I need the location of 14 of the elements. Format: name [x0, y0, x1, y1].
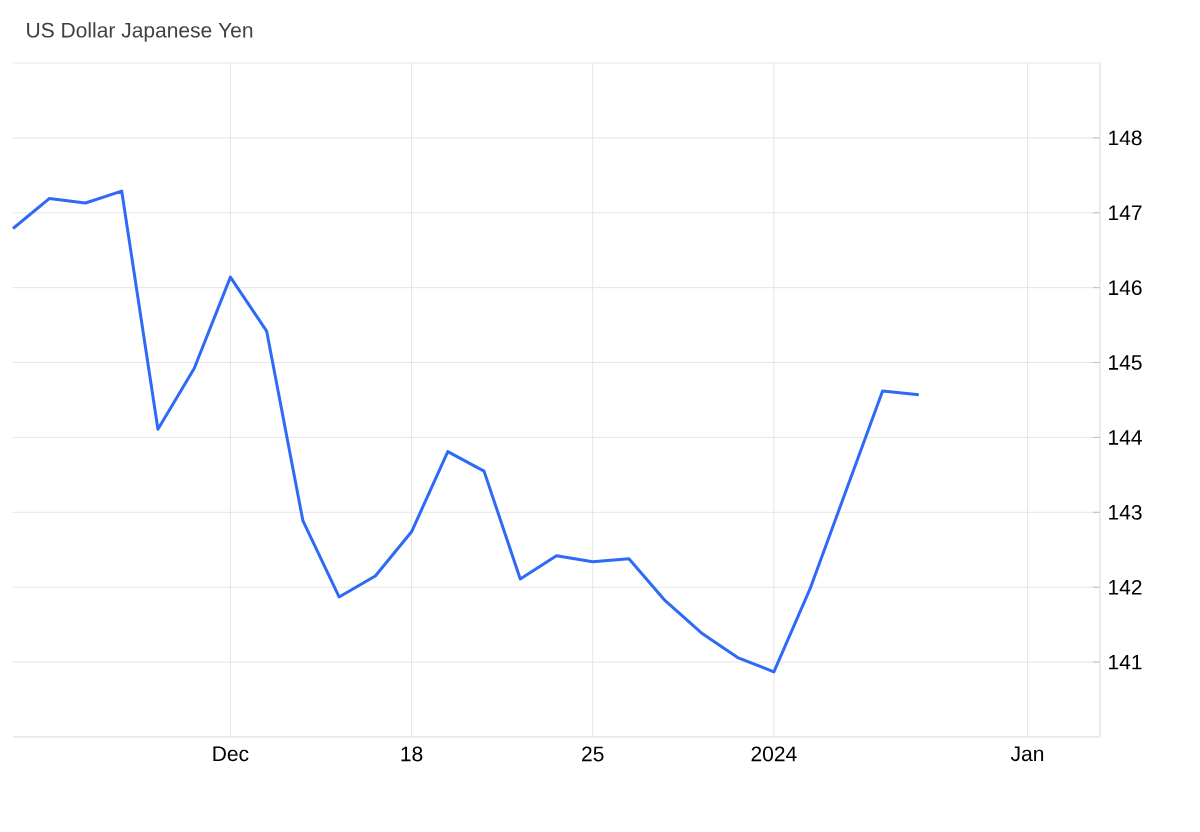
y-tick-label: 146 — [1109, 280, 1142, 296]
y-tick-label: 142 — [1109, 579, 1142, 595]
y-tick-label: 143 — [1109, 504, 1142, 520]
y-tick-label: 147 — [1109, 205, 1142, 220]
y-tick-label: 144 — [1109, 430, 1142, 445]
x-tick-label: Jan — [1010, 746, 1044, 762]
x-tick-label: 25 — [582, 746, 604, 762]
y-tick-label: 145 — [1109, 355, 1142, 370]
x-tick-label: 18 — [401, 746, 423, 762]
y-tick-label: 141 — [1109, 654, 1142, 670]
x-tick-label: Dec — [213, 746, 249, 762]
y-tick-label: 148 — [1109, 130, 1142, 146]
x-tick-label: 2024 — [751, 746, 797, 762]
chart-title: US Dollar Japanese Yen — [27, 22, 253, 42]
